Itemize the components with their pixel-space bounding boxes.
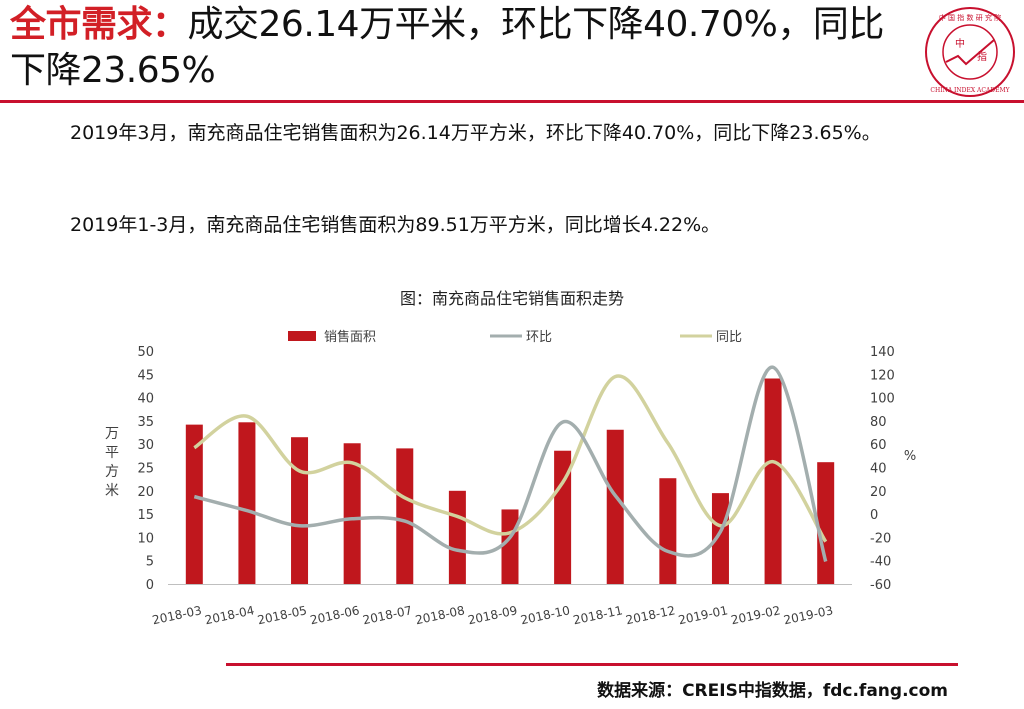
- x-tick-label: 2018-06: [309, 603, 361, 627]
- paragraph-quarterly: 2019年1-3月，南充商品住宅销售面积为89.51万平方米，同比增长4.22%…: [70, 214, 721, 236]
- title-divider: [0, 100, 1024, 103]
- y-tick-label: 50: [137, 345, 154, 360]
- x-tick-label: 2018-03: [151, 603, 203, 627]
- bar: [711, 493, 729, 584]
- logo-center-right: 指: [977, 50, 987, 63]
- series-line-mom: [193, 365, 828, 562]
- y2-tick-label: 40: [870, 462, 887, 477]
- x-tick-label: 2018-10: [519, 603, 571, 627]
- y-tick-label: 20: [137, 485, 154, 500]
- x-tick-label: 2019-01: [677, 603, 729, 627]
- x-tick-label: 2019-03: [782, 603, 834, 627]
- x-tick-label: 2018-12: [625, 603, 677, 627]
- series-line-yoy: [193, 374, 828, 543]
- y2-tick-label: 20: [870, 485, 887, 500]
- x-tick-label: 2018-11: [572, 603, 624, 627]
- y2-tick-label: 120: [870, 368, 895, 383]
- y-tick-label: 30: [137, 438, 154, 453]
- y2-tick-label: 140: [870, 345, 895, 360]
- bar: [291, 437, 309, 584]
- y-tick-label: 10: [137, 531, 154, 546]
- bar: [396, 448, 414, 584]
- bar: [764, 378, 782, 584]
- legend-label-2: 同比: [716, 330, 742, 345]
- china-index-academy-logo: 中 指 中 国 指 数 研 究 院 CHINA INDEX ACADEMY: [922, 4, 1018, 100]
- x-tick-label: 2018-04: [204, 603, 256, 627]
- x-tick-label: 2019-02: [730, 603, 782, 627]
- y2-tick-label: 0: [870, 508, 878, 523]
- footer-divider: [226, 663, 958, 666]
- bar: [659, 478, 677, 584]
- legend-label-1: 环比: [526, 330, 552, 345]
- logo-center-left: 中: [955, 37, 965, 50]
- y-tick-label: 15: [137, 508, 154, 523]
- y2-tick-label: 80: [870, 415, 887, 430]
- y-tick-label: 40: [137, 392, 154, 407]
- x-tick-label: 2018-05: [256, 603, 308, 627]
- y-tick-label: 0: [146, 578, 154, 593]
- y2-tick-label: -40: [870, 555, 891, 570]
- legend-swatch-0: [288, 331, 316, 341]
- x-tick-label: 2018-08: [414, 603, 466, 627]
- logo-text-top: 中 国 指 数 研 究 院: [939, 13, 1001, 22]
- title-text: 成交26.14万平米，环比下降40.70%，同比下降23.65%: [10, 4, 884, 91]
- bar: [554, 450, 572, 584]
- y-tick-label: 35: [137, 415, 154, 430]
- y-tick-label: 5: [146, 555, 154, 570]
- chart-title: 图：南充商品住宅销售面积走势: [400, 289, 624, 308]
- page-title: 全市需求：成交26.14万平米，环比下降40.70%，同比下降23.65%: [10, 2, 910, 94]
- bar: [238, 422, 256, 584]
- y2-tick-label: 60: [870, 438, 887, 453]
- y2-tick-label: 100: [870, 392, 895, 407]
- y-tick-label: 25: [137, 462, 154, 477]
- y-axis-label-char: 万: [105, 426, 119, 442]
- bar: [817, 462, 835, 584]
- y2-tick-label: -20: [870, 531, 891, 546]
- x-tick-label: 2018-07: [361, 603, 413, 627]
- bar: [343, 443, 361, 584]
- y2-tick-label: -60: [870, 578, 891, 593]
- bar: [606, 429, 624, 584]
- y-axis-label-char: 平: [105, 445, 119, 461]
- bar: [185, 424, 203, 584]
- title-highlight: 全市需求：: [10, 4, 188, 45]
- y-tick-label: 45: [137, 368, 154, 383]
- bar: [448, 490, 466, 584]
- legend-label-0: 销售面积: [324, 329, 376, 345]
- data-source: 数据来源：CREIS中指数据，fdc.fang.com: [597, 681, 948, 701]
- y-axis-label-char: 方: [105, 464, 119, 480]
- logo-text-bottom: CHINA INDEX ACADEMY: [930, 87, 1010, 94]
- y-axis-label-char: 米: [105, 483, 119, 499]
- y2-axis-label: %: [904, 449, 916, 464]
- x-tick-label: 2018-09: [467, 603, 519, 627]
- bar: [501, 509, 519, 584]
- paragraph-monthly: 2019年3月，南充商品住宅销售面积为26.14万平方米，环比下降40.70%，…: [70, 122, 881, 144]
